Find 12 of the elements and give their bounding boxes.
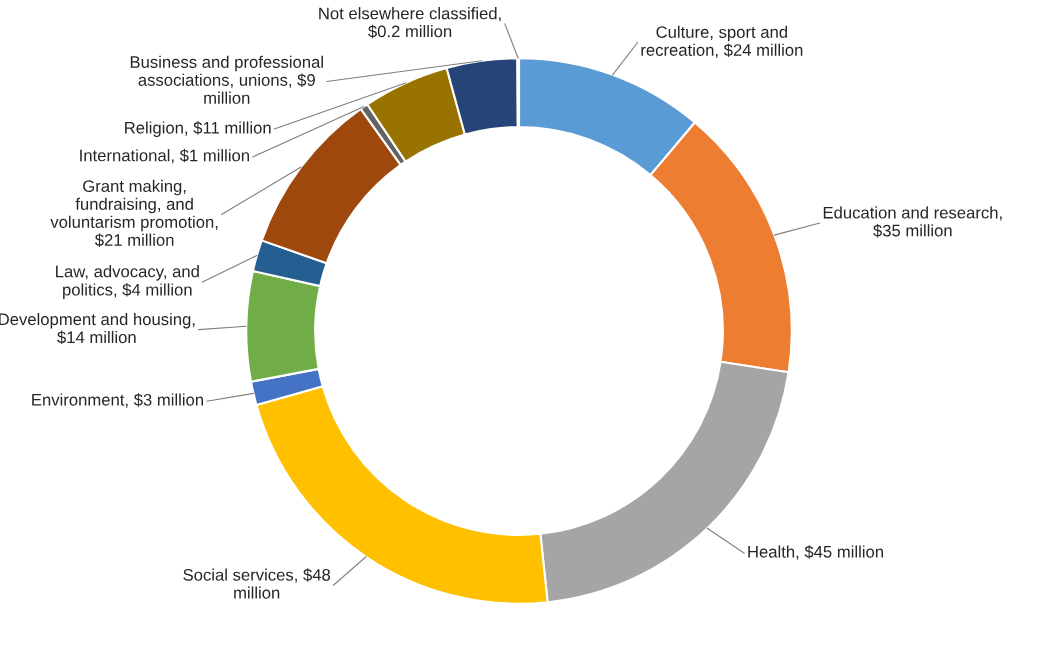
slice-label: Religion, $11 million [125,121,271,137]
slice-label: Law, advocacy, and politics, $4 million [56,265,199,299]
slice-label: Health, $45 million [748,545,883,560]
slice-label: Education and research, $35 million [823,206,1002,238]
slice-label: Environment, $3 million [32,393,204,408]
slice-label: Business and professional associations, unions, $9 million [130,55,323,104]
slice-label: Social services, $48 million [183,568,331,599]
slice-label: Grant making, fundraising, and voluntarism promotion, $21 million [50,179,218,247]
slice-label: Culture, sport and recreation, $24 million [641,25,803,58]
slice-label: Not elsewhere classified, $0.2 million [319,7,501,39]
slice-label: Development and housing, $14 million [0,312,195,345]
slice-label: International, $1 million [80,148,249,164]
